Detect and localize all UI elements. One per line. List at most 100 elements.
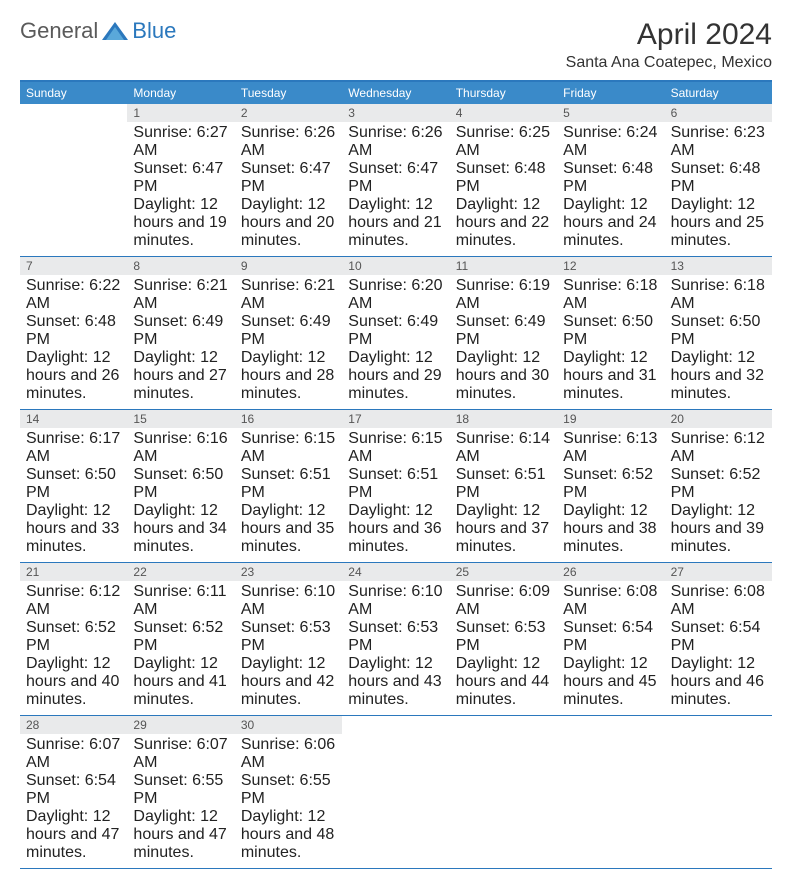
daynum-row: 78910111213 <box>20 257 772 275</box>
day-line: Sunrise: 6:15 AM <box>348 430 443 466</box>
day-line: Sunrise: 6:09 AM <box>456 583 551 619</box>
day-cell: Sunrise: 6:12 AMSunset: 6:52 PMDaylight:… <box>20 581 127 715</box>
day-line: Sunset: 6:50 PM <box>671 313 766 349</box>
day-number: 25 <box>450 563 557 581</box>
week-row: 282930Sunrise: 6:07 AMSunset: 6:54 PMDay… <box>20 716 772 869</box>
logo: General Blue <box>20 18 176 44</box>
week-row: 14151617181920Sunrise: 6:17 AMSunset: 6:… <box>20 410 772 563</box>
day-cell: Sunrise: 6:18 AMSunset: 6:50 PMDaylight:… <box>665 275 772 409</box>
daybody-row: Sunrise: 6:12 AMSunset: 6:52 PM Daylight:… <box>20 581 772 715</box>
day-number: 28 <box>20 716 127 734</box>
day-line: Sunset: 6:51 PM <box>456 466 551 502</box>
day-line: Sunset: 6:50 PM <box>133 466 228 502</box>
day-line: Daylight: 12 hours and 28 minutes. <box>241 349 336 403</box>
day-line: Sunrise: 6:20 AM <box>348 277 443 313</box>
day-cell: Sunrise: 6:22 AMSunset: 6:48 PMDaylight:… <box>20 275 127 409</box>
day-line: Sunrise: 6:21 AM <box>241 277 336 313</box>
day-cell: Sunrise: 6:27 AMSunset: 6:47 PMDaylight:… <box>127 122 234 256</box>
day-line: Daylight: 12 hours and 30 minutes. <box>456 349 551 403</box>
day-number: 1 <box>127 104 234 122</box>
day-line: Sunset: 6:50 PM <box>563 313 658 349</box>
day-cell: Sunrise: 6:23 AMSunset: 6:48 PMDaylight:… <box>665 122 772 256</box>
day-cell: Sunrise: 6:12 AMSunset: 6:52 PMDaylight:… <box>665 428 772 562</box>
day-line: Sunset: 6:47 PM <box>348 160 443 196</box>
day-cell: Sunrise: 6:18 AMSunset: 6:50 PMDaylight:… <box>557 275 664 409</box>
day-line: Sunset: 6:53 PM <box>348 619 443 655</box>
day-number <box>557 716 664 734</box>
day-line: Sunrise: 6:25 AM <box>456 124 551 160</box>
day-line: Sunset: 6:52 PM <box>26 619 121 655</box>
header: General Blue April 2024 Santa Ana Coatep… <box>20 18 772 72</box>
day-line: Sunrise: 6:26 AM <box>348 124 443 160</box>
day-line: Sunset: 6:48 PM <box>671 160 766 196</box>
day-line: Sunrise: 6:18 AM <box>671 277 766 313</box>
day-number: 6 <box>665 104 772 122</box>
day-line: Sunrise: 6:06 AM <box>241 736 336 772</box>
logo-text-general: General <box>20 18 98 44</box>
day-number: 9 <box>235 257 342 275</box>
day-number: 2 <box>235 104 342 122</box>
day-cell: Sunrise: 6:25 AMSunset: 6:48 PMDaylight:… <box>450 122 557 256</box>
logo-triangle-icon <box>102 22 128 40</box>
day-line: Sunset: 6:51 PM <box>241 466 336 502</box>
day-cell: Sunrise: 6:24 AMSunset: 6:48 PMDaylight:… <box>557 122 664 256</box>
day-line: Daylight: 12 hours and 33 minutes. <box>26 502 121 556</box>
day-line: Sunset: 6:47 PM <box>241 160 336 196</box>
day-cell: Sunrise: 6:21 AMSunset: 6:49 PMDaylight:… <box>127 275 234 409</box>
day-number: 23 <box>235 563 342 581</box>
day-line: Daylight: 12 hours and 46 minutes. <box>671 655 766 709</box>
day-cell <box>557 734 664 868</box>
day-line: Sunrise: 6:10 AM <box>241 583 336 619</box>
day-line: Sunrise: 6:08 AM <box>671 583 766 619</box>
day-cell: Sunrise: 6:16 AMSunset: 6:50 PMDaylight:… <box>127 428 234 562</box>
day-number: 21 <box>20 563 127 581</box>
day-number: 8 <box>127 257 234 275</box>
day-line: Daylight: 12 hours and 39 minutes. <box>671 502 766 556</box>
day-line: Sunset: 6:47 PM <box>133 160 228 196</box>
day-number: 4 <box>450 104 557 122</box>
day-line: Sunrise: 6:13 AM <box>563 430 658 466</box>
day-cell: Sunrise: 6:07 AMSunset: 6:54 PMDaylight:… <box>20 734 127 868</box>
day-cell: Sunrise: 6:14 AMSunset: 6:51 PMDaylight:… <box>450 428 557 562</box>
day-cell: Sunrise: 6:21 AMSunset: 6:49 PMDaylight:… <box>235 275 342 409</box>
dow-monday: Monday <box>127 82 234 104</box>
day-cell: Sunrise: 6:19 AMSunset: 6:49 PMDaylight:… <box>450 275 557 409</box>
day-line: Sunset: 6:48 PM <box>26 313 121 349</box>
day-line: Daylight: 12 hours and 32 minutes. <box>671 349 766 403</box>
daybody-row: Sunrise: 6:07 AMSunset: 6:54 PMDaylight:… <box>20 734 772 868</box>
day-line: Sunrise: 6:12 AM <box>26 583 121 619</box>
day-number: 26 <box>557 563 664 581</box>
day-line: Daylight: 12 hours and 24 minutes. <box>563 196 658 250</box>
day-line: Daylight: 12 hours and 45 minutes. <box>563 655 658 709</box>
day-line: Daylight: 12 hours and 37 minutes. <box>456 502 551 556</box>
day-line: Sunset: 6:54 PM <box>563 619 658 655</box>
day-line: Sunset: 6:49 PM <box>241 313 336 349</box>
day-line: Daylight: 12 hours and 22 minutes. <box>456 196 551 250</box>
day-line: Daylight: 12 hours and 31 minutes. <box>563 349 658 403</box>
day-line: Sunrise: 6:24 AM <box>563 124 658 160</box>
day-line: Sunset: 6:54 PM <box>26 772 121 808</box>
day-line: Sunrise: 6:18 AM <box>563 277 658 313</box>
day-number: 27 <box>665 563 772 581</box>
day-cell: Sunrise: 6:08 AMSunset: 6:54 PMDaylight:… <box>557 581 664 715</box>
day-line: Sunrise: 6:10 AM <box>348 583 443 619</box>
daynum-row: 14151617181920 <box>20 410 772 428</box>
day-line: Daylight: 12 hours and 35 minutes. <box>241 502 336 556</box>
day-number: 24 <box>342 563 449 581</box>
day-line: Daylight: 12 hours and 47 minutes. <box>26 808 121 862</box>
day-number: 7 <box>20 257 127 275</box>
day-line: Sunset: 6:52 PM <box>671 466 766 502</box>
day-line: Sunset: 6:49 PM <box>348 313 443 349</box>
daybody-row: Sunrise: 6:22 AMSunset: 6:48 PMDaylight:… <box>20 275 772 409</box>
day-line: Daylight: 12 hours and 36 minutes. <box>348 502 443 556</box>
dow-friday: Friday <box>557 82 664 104</box>
day-line: Sunset: 6:53 PM <box>241 619 336 655</box>
day-number: 13 <box>665 257 772 275</box>
day-line: Sunrise: 6:07 AM <box>26 736 121 772</box>
day-number <box>20 104 127 122</box>
day-line: Daylight: 12 hours and 38 minutes. <box>563 502 658 556</box>
day-number: 19 <box>557 410 664 428</box>
day-line: Sunrise: 6:15 AM <box>241 430 336 466</box>
dow-tuesday: Tuesday <box>235 82 342 104</box>
week-row: 78910111213Sunrise: 6:22 AMSunset: 6:48 … <box>20 257 772 410</box>
